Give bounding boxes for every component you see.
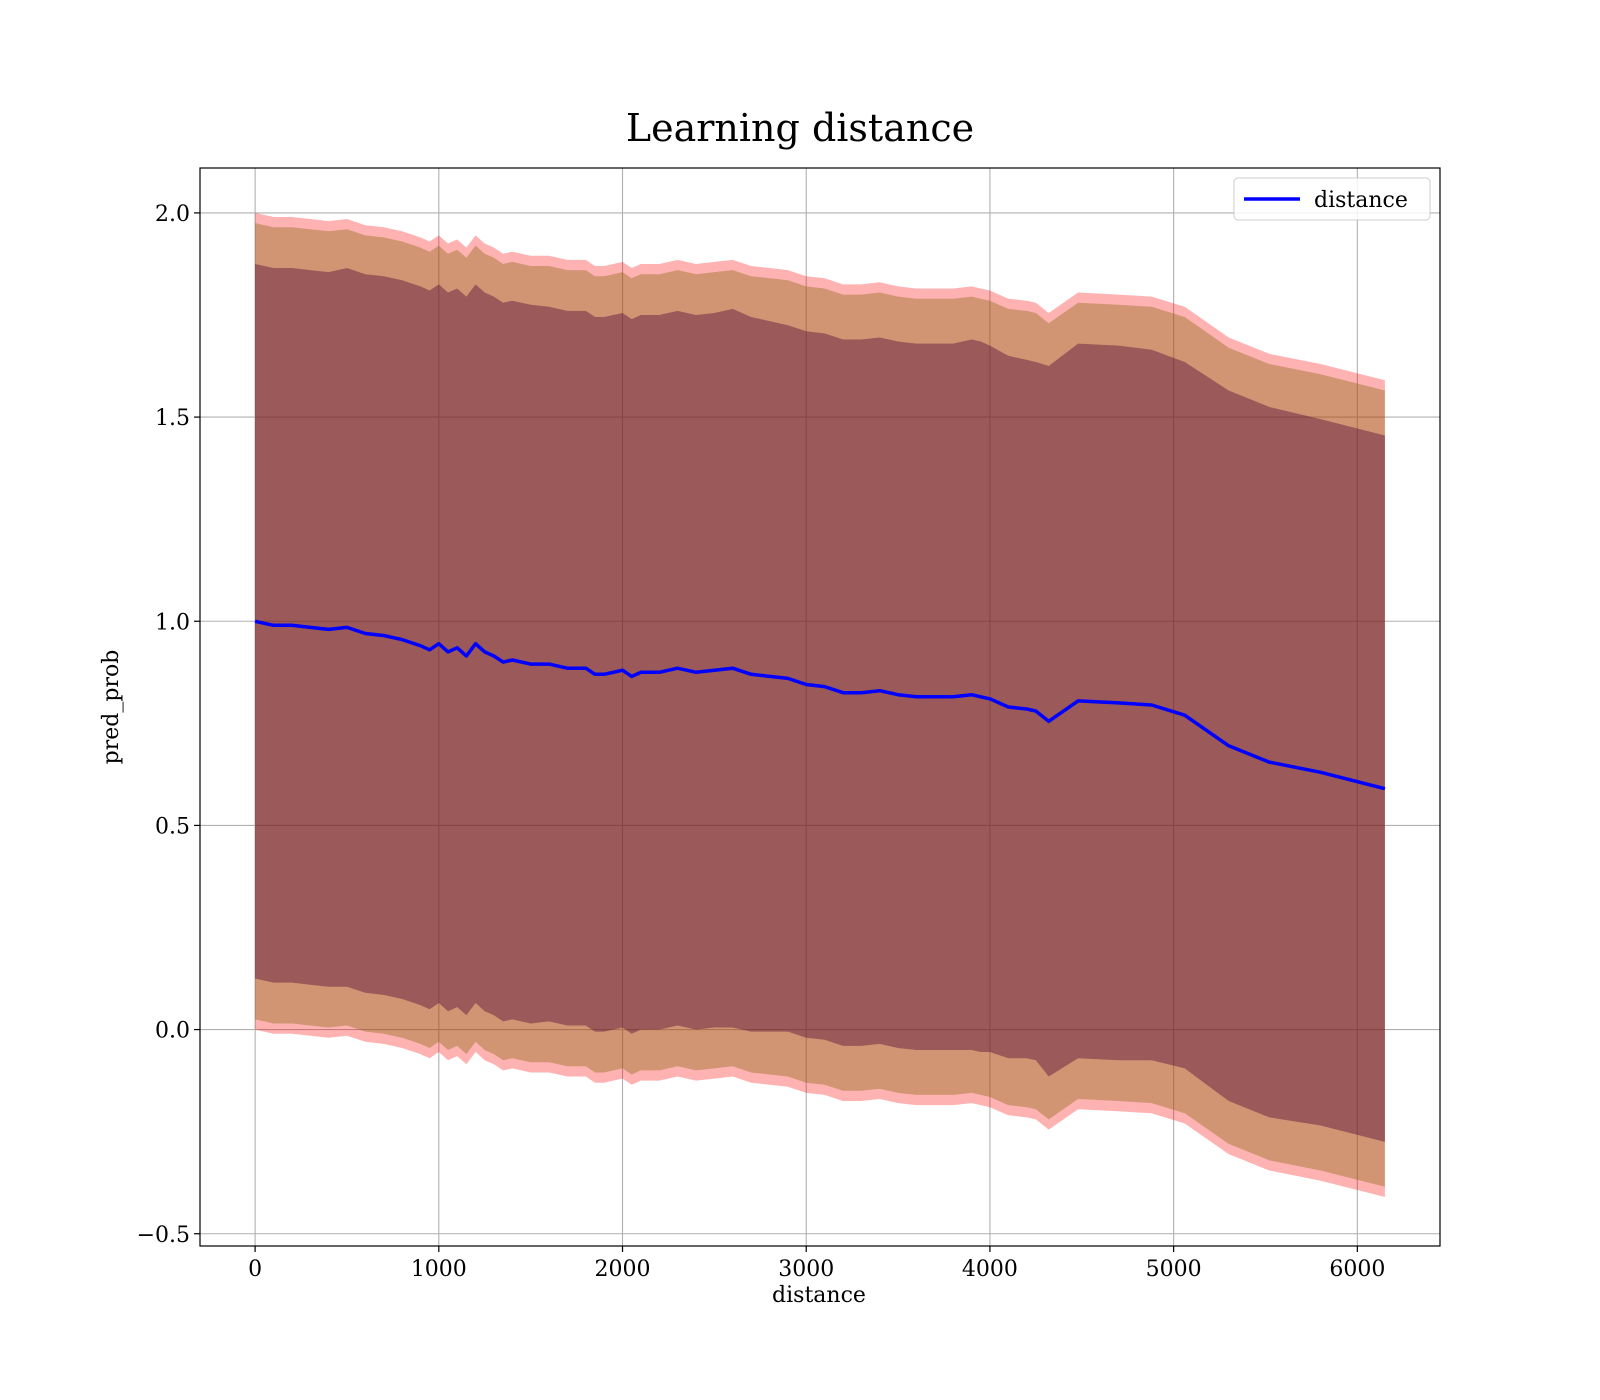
y-tick-label: 0.0 (155, 1019, 190, 1044)
x-tick-label: 6000 (1329, 1257, 1385, 1282)
y-tick-label: 0.5 (155, 814, 190, 839)
y-tick-label: −0.5 (137, 1223, 190, 1248)
x-tick-label: 5000 (1146, 1257, 1202, 1282)
series-line-distance (254, 619, 1386, 791)
band-inner (255, 264, 1385, 1142)
y-tick-label: 1.5 (155, 406, 190, 431)
band-middle (255, 223, 1385, 1187)
band-outer (255, 212, 1385, 1197)
x-tick-label: 4000 (962, 1257, 1018, 1282)
y-tick-label: 2.0 (155, 202, 190, 227)
legend-box (1233, 177, 1431, 221)
x-axis-label: distance (772, 1283, 866, 1308)
plot-area: 0 1000 2000 3000 4000 5000 6000 −0.5 0.0 0.5 1.0 1.… (137, 167, 1441, 1282)
x-tick-label: 1000 (411, 1257, 467, 1282)
x-tick-label: 2000 (595, 1257, 651, 1282)
axes-frame (199, 167, 1441, 1247)
x-tick-label: 3000 (778, 1257, 834, 1282)
y-tick-label: 1.0 (155, 610, 190, 635)
x-tick-label: 0 (248, 1257, 262, 1282)
legend-label: distance (1314, 188, 1408, 213)
y-axis-label: pred_prob (99, 650, 124, 765)
chart-title: Learning distance (626, 106, 974, 150)
